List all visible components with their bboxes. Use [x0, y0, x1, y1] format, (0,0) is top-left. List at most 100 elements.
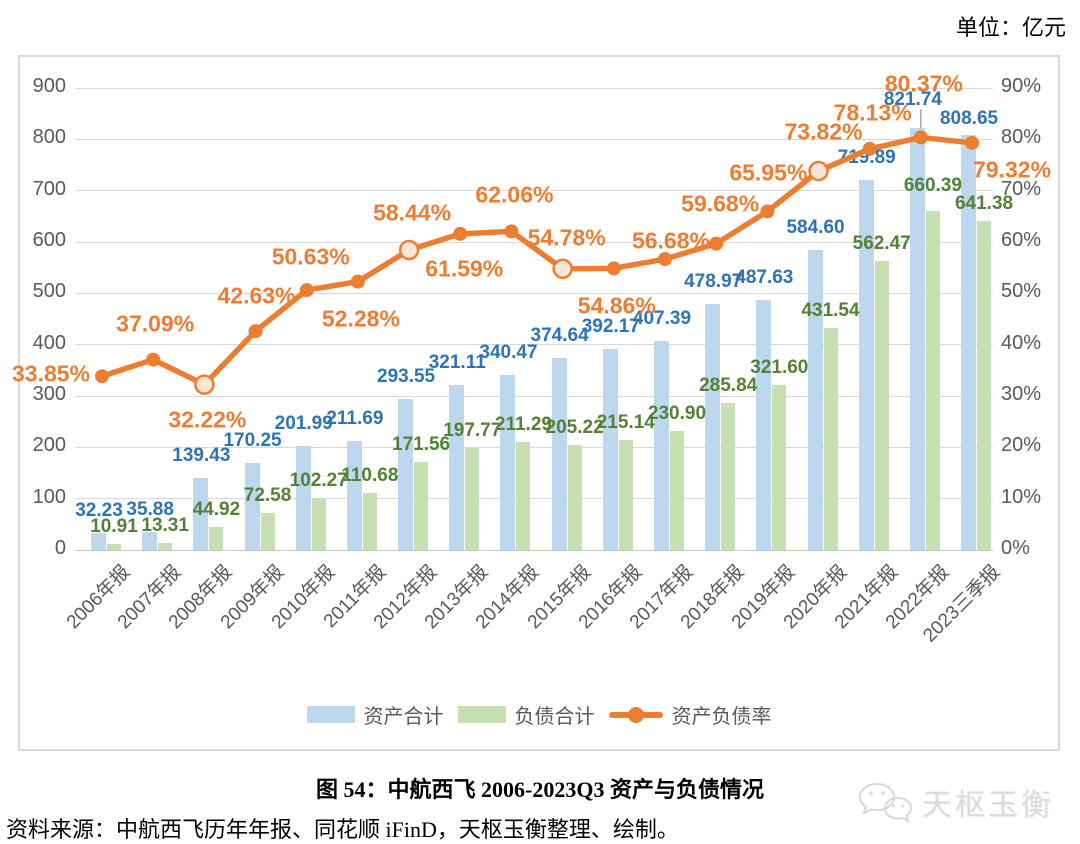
pct-axis-tick-label: 90% — [1001, 75, 1042, 97]
legend-item-ratio: 资产负债率 — [608, 700, 772, 729]
ratio-marker — [606, 261, 621, 276]
y-axis-tick-label: 0 — [54, 537, 66, 559]
pct-axis-tick-label: 50% — [1001, 280, 1042, 303]
asset-value-label: 139.43 — [172, 445, 231, 467]
y-axis-tick-label: 900 — [32, 75, 66, 97]
pct-axis-tick-label: 0% — [1001, 537, 1030, 559]
asset-value-label: 719.89 — [837, 147, 896, 169]
gridline — [76, 549, 993, 551]
chart-legend: 资产合计 负债合计 资产负债率 — [18, 700, 1060, 729]
liability-value-label: 641.38 — [954, 192, 1014, 214]
pct-axis-tick-label: 60% — [1001, 229, 1042, 251]
asset-value-label: 478.97 — [684, 271, 743, 293]
ratio-point-label: 59.68% — [681, 190, 760, 217]
liability-bar — [209, 526, 224, 550]
asset-bar — [551, 357, 567, 550]
gridline — [76, 87, 993, 89]
liability-value-label: 321.60 — [750, 356, 809, 378]
liability-value-label: 10.91 — [90, 516, 138, 538]
ratio-point-label: 42.63% — [217, 282, 296, 309]
asset-bar — [449, 385, 465, 550]
unit-label: 单位：亿元 — [955, 15, 1066, 40]
liability-value-label: 13.31 — [141, 515, 189, 537]
ratio-marker — [453, 226, 468, 241]
ratio-point-label: 33.85% — [11, 360, 91, 387]
ratio-marker-open — [552, 258, 573, 280]
pct-axis-tick-label: 40% — [1001, 331, 1042, 354]
ratio-marker — [248, 324, 263, 339]
liability-bar — [260, 512, 275, 550]
ratio-point-label: 65.95% — [729, 159, 808, 186]
liability-value-label: 562.47 — [852, 233, 911, 255]
ratio-point-label: 56.68% — [631, 227, 710, 254]
asset-value-label: 821.74 — [883, 89, 942, 111]
ratio-marker-open — [398, 239, 420, 261]
ratio-point-label: 78.13% — [833, 99, 912, 126]
y-axis-tick-label: 400 — [32, 331, 66, 354]
ratio-point-label: 79.32% — [973, 156, 1052, 183]
ratio-point-label: 54.78% — [527, 224, 606, 251]
legend-label-assets: 资产合计 — [363, 706, 444, 728]
legend-label-liabilities: 负债合计 — [514, 706, 595, 728]
wechat-bubbles-icon — [858, 782, 913, 824]
asset-bar — [705, 304, 721, 550]
asset-bar — [142, 531, 158, 550]
liability-bar — [721, 403, 736, 550]
asset-bar — [653, 340, 669, 550]
watermark-text: 天枢玉衡 — [922, 789, 1054, 822]
asset-bar — [602, 348, 618, 550]
ratio-point-label: 52.28% — [321, 305, 400, 332]
y-axis-tick-label: 200 — [32, 434, 66, 457]
ratio-marker — [350, 274, 365, 289]
liability-value-label: 660.39 — [903, 174, 962, 196]
liability-bar — [669, 431, 684, 550]
pct-axis-tick-label: 70% — [1001, 177, 1042, 200]
liability-value-label: 215.14 — [596, 411, 655, 433]
y-axis-tick-label: 800 — [32, 126, 66, 149]
legend-item-assets: 资产合计 — [306, 700, 444, 729]
asset-bar — [398, 399, 414, 550]
ratio-line-swatch-icon — [608, 706, 663, 723]
liability-bar — [158, 543, 173, 550]
ratio-point-label: 37.09% — [116, 310, 195, 337]
ratio-point-label: 50.63% — [271, 243, 350, 270]
liability-value-label: 72.58 — [243, 484, 292, 506]
liability-bar — [465, 448, 480, 550]
source-note: 资料来源：中航西飞历年年报、同花顺 iFinD，天枢玉衡整理、绘制。 — [6, 817, 679, 842]
y-axis-tick-label: 500 — [32, 280, 66, 303]
liability-bar — [362, 493, 377, 550]
assets-swatch-icon — [306, 706, 355, 723]
asset-bar — [500, 375, 516, 550]
figure-caption: 图 54：中航西飞 2006-2023Q3 资产与负债情况 — [316, 777, 764, 802]
y-axis-tick-label: 700 — [32, 177, 66, 200]
ratio-point-label: 62.06% — [475, 181, 554, 208]
liability-value-label: 197.77 — [443, 420, 502, 442]
gridline — [76, 292, 993, 294]
liability-bar — [516, 441, 531, 550]
asset-bar — [807, 249, 823, 550]
liability-value-label: 110.68 — [341, 465, 399, 487]
gridline — [76, 395, 993, 397]
legend-item-liabilities: 负债合计 — [457, 700, 595, 729]
ratio-marker — [760, 204, 775, 219]
legend-label-ratio: 资产负债率 — [671, 706, 772, 728]
asset-value-label: 321.11 — [428, 352, 486, 374]
y-axis-tick-label: 300 — [32, 383, 66, 405]
liability-value-label: 431.54 — [801, 300, 860, 322]
liability-value-label: 171.56 — [392, 433, 451, 455]
pct-axis-tick-label: 30% — [1001, 383, 1042, 405]
ratio-marker-open — [194, 374, 215, 395]
asset-value-label: 201.99 — [274, 413, 333, 435]
ratio-point-label: 32.22% — [168, 406, 247, 433]
pct-axis-tick-label: 20% — [1001, 434, 1042, 457]
ratio-point-label: 80.37% — [884, 70, 963, 97]
liability-bar — [772, 384, 787, 550]
asset-bar — [244, 462, 260, 550]
liability-bar — [874, 261, 889, 550]
gridline — [76, 446, 993, 448]
ratio-marker — [299, 283, 314, 298]
pct-axis-tick-label: 10% — [1001, 485, 1042, 508]
y-axis-tick-label: 100 — [32, 485, 66, 508]
liability-bar — [107, 544, 121, 550]
